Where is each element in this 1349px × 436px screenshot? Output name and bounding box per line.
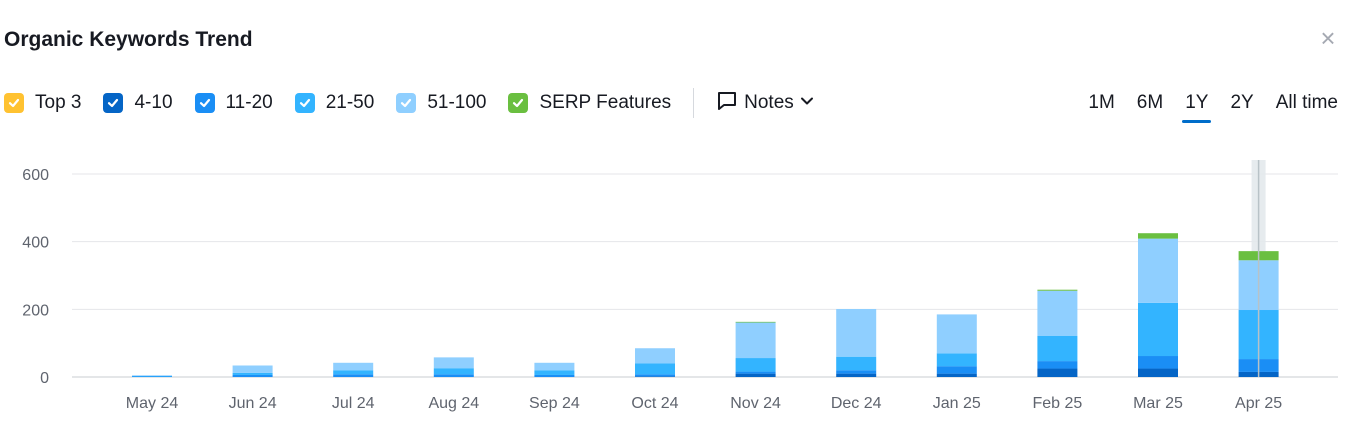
x-tick-label: Oct 24 — [631, 395, 678, 412]
x-tick-label: Jan 25 — [933, 395, 981, 412]
bar-segment-4-10 — [936, 373, 977, 377]
legend-item-4-10[interactable]: 4-10 — [103, 92, 173, 114]
period-selector: 1M 6M 1Y 2Y All time — [1066, 89, 1338, 123]
x-tick-label: Aug 24 — [428, 395, 479, 412]
bar-segment-21-50 — [1037, 335, 1078, 362]
bar-segment-4-10 — [1037, 368, 1078, 377]
legend-item-51-100[interactable]: 51-100 — [396, 92, 486, 114]
bar-segment-11-20 — [735, 371, 776, 374]
bar-segment-11-20 — [1138, 356, 1178, 369]
bar-segment-21-50 — [735, 358, 776, 372]
x-tick-label: May 24 — [126, 395, 179, 412]
close-icon[interactable]: × — [1320, 23, 1336, 53]
bar-segment-serp-features — [1138, 233, 1178, 239]
legend-item-top-3[interactable]: Top 3 — [4, 92, 81, 114]
bar-segment-11-20 — [232, 374, 273, 377]
bar-segment-51-100 — [735, 322, 776, 359]
bar-segment-4-10 — [1138, 368, 1178, 377]
x-tick-label: Feb 25 — [1032, 395, 1082, 412]
bar-segment-serp-features — [735, 321, 776, 323]
legend-item-serp-features[interactable]: SERP Features — [508, 92, 671, 114]
checkbox-checked-icon[interactable] — [294, 93, 315, 113]
legend-label: Top 3 — [35, 92, 82, 113]
bar-segment-11-20 — [936, 366, 977, 374]
bar-segment-51-100 — [534, 362, 575, 371]
y-tick-label: 600 — [22, 167, 49, 184]
bar-segment-21-50 — [534, 370, 575, 375]
notes-dropdown[interactable]: Notes — [716, 90, 814, 117]
x-tick-label: Apr 25 — [1235, 395, 1282, 412]
bar-segment-51-100 — [836, 308, 877, 357]
checkbox-checked-icon[interactable] — [508, 93, 529, 113]
bar-segment-51-100 — [232, 365, 273, 373]
y-tick-label: 200 — [22, 302, 49, 319]
legend-label: SERP Features — [539, 92, 672, 113]
period-6m[interactable]: 6M — [1136, 92, 1164, 113]
x-tick-label: Jul 24 — [332, 395, 375, 412]
x-tick-label: Sep 24 — [529, 395, 580, 412]
x-tick-label: Dec 24 — [831, 395, 882, 412]
x-tick-label: Nov 24 — [730, 395, 781, 412]
bar-segment-51-100 — [1037, 290, 1078, 336]
bar-segment-11-20 — [1037, 361, 1078, 369]
period-all-time[interactable]: All time — [1275, 92, 1338, 113]
bar-segment-11-20 — [433, 374, 474, 377]
notes-label: Notes — [744, 92, 794, 113]
bar-segment-11-20 — [534, 374, 575, 377]
legend-label: 21-50 — [325, 92, 375, 113]
bar-segment-21-50 — [836, 356, 877, 371]
bar-segment-51-100 — [433, 357, 474, 369]
period-1y[interactable]: 1Y — [1182, 92, 1212, 123]
bar-segment-51-100 — [1138, 238, 1178, 303]
period-2y[interactable]: 2Y — [1230, 92, 1254, 113]
comment-icon — [716, 90, 738, 117]
y-tick-label: 0 — [40, 370, 49, 387]
legend-label: 4-10 — [134, 92, 173, 113]
bar-segment-51-100 — [132, 375, 172, 376]
x-tick-label: Jun 24 — [229, 395, 277, 412]
bar-segment-11-20 — [836, 370, 877, 374]
period-1m[interactable]: 1M — [1088, 92, 1115, 113]
checkbox-checked-icon[interactable] — [194, 93, 215, 113]
bar-segment-21-50 — [635, 363, 675, 375]
bar-segment-11-20 — [333, 374, 374, 377]
page-title: Organic Keywords Trend — [4, 28, 253, 51]
bar-segment-51-100 — [333, 362, 374, 371]
checkbox-checked-icon[interactable] — [103, 93, 124, 113]
bar-segment-11-20 — [132, 376, 172, 377]
bar-segment-21-50 — [232, 372, 273, 375]
bar-segment-21-50 — [936, 353, 977, 367]
bar-segment-serp-features — [1037, 289, 1078, 291]
bar-segment-51-100 — [936, 314, 977, 354]
bar-segment-11-20 — [635, 374, 675, 377]
x-tick-label: Mar 25 — [1133, 395, 1183, 412]
legend: Top 3 4-10 11-20 21-50 51-100 SERP Featu… — [4, 88, 814, 118]
bar-segment-4-10 — [635, 376, 675, 377]
bar-segment-21-50 — [433, 368, 474, 375]
bar-segment-21-50 — [1138, 302, 1178, 357]
bar-segment-51-100 — [635, 348, 675, 364]
legend-item-11-20[interactable]: 11-20 — [194, 92, 273, 114]
checkbox-checked-icon[interactable] — [396, 93, 417, 113]
legend-label: 11-20 — [225, 92, 273, 113]
checkbox-checked-icon[interactable] — [4, 93, 24, 113]
legend-label: 51-100 — [427, 92, 487, 113]
bar-segment-21-50 — [333, 370, 374, 375]
organic-keywords-chart: 0 200 400 600 May 24 Jun 24 Jul 24 Aug 24 Sep 24… — [22, 160, 1338, 412]
bar-segment-4-10 — [836, 373, 877, 377]
y-tick-label: 400 — [22, 235, 49, 252]
legend-item-21-50[interactable]: 21-50 — [294, 92, 375, 114]
bar-segment-4-10 — [735, 373, 776, 377]
chevron-down-icon — [800, 94, 814, 113]
bar-segment-21-50 — [132, 375, 172, 377]
legend-divider — [693, 88, 695, 118]
